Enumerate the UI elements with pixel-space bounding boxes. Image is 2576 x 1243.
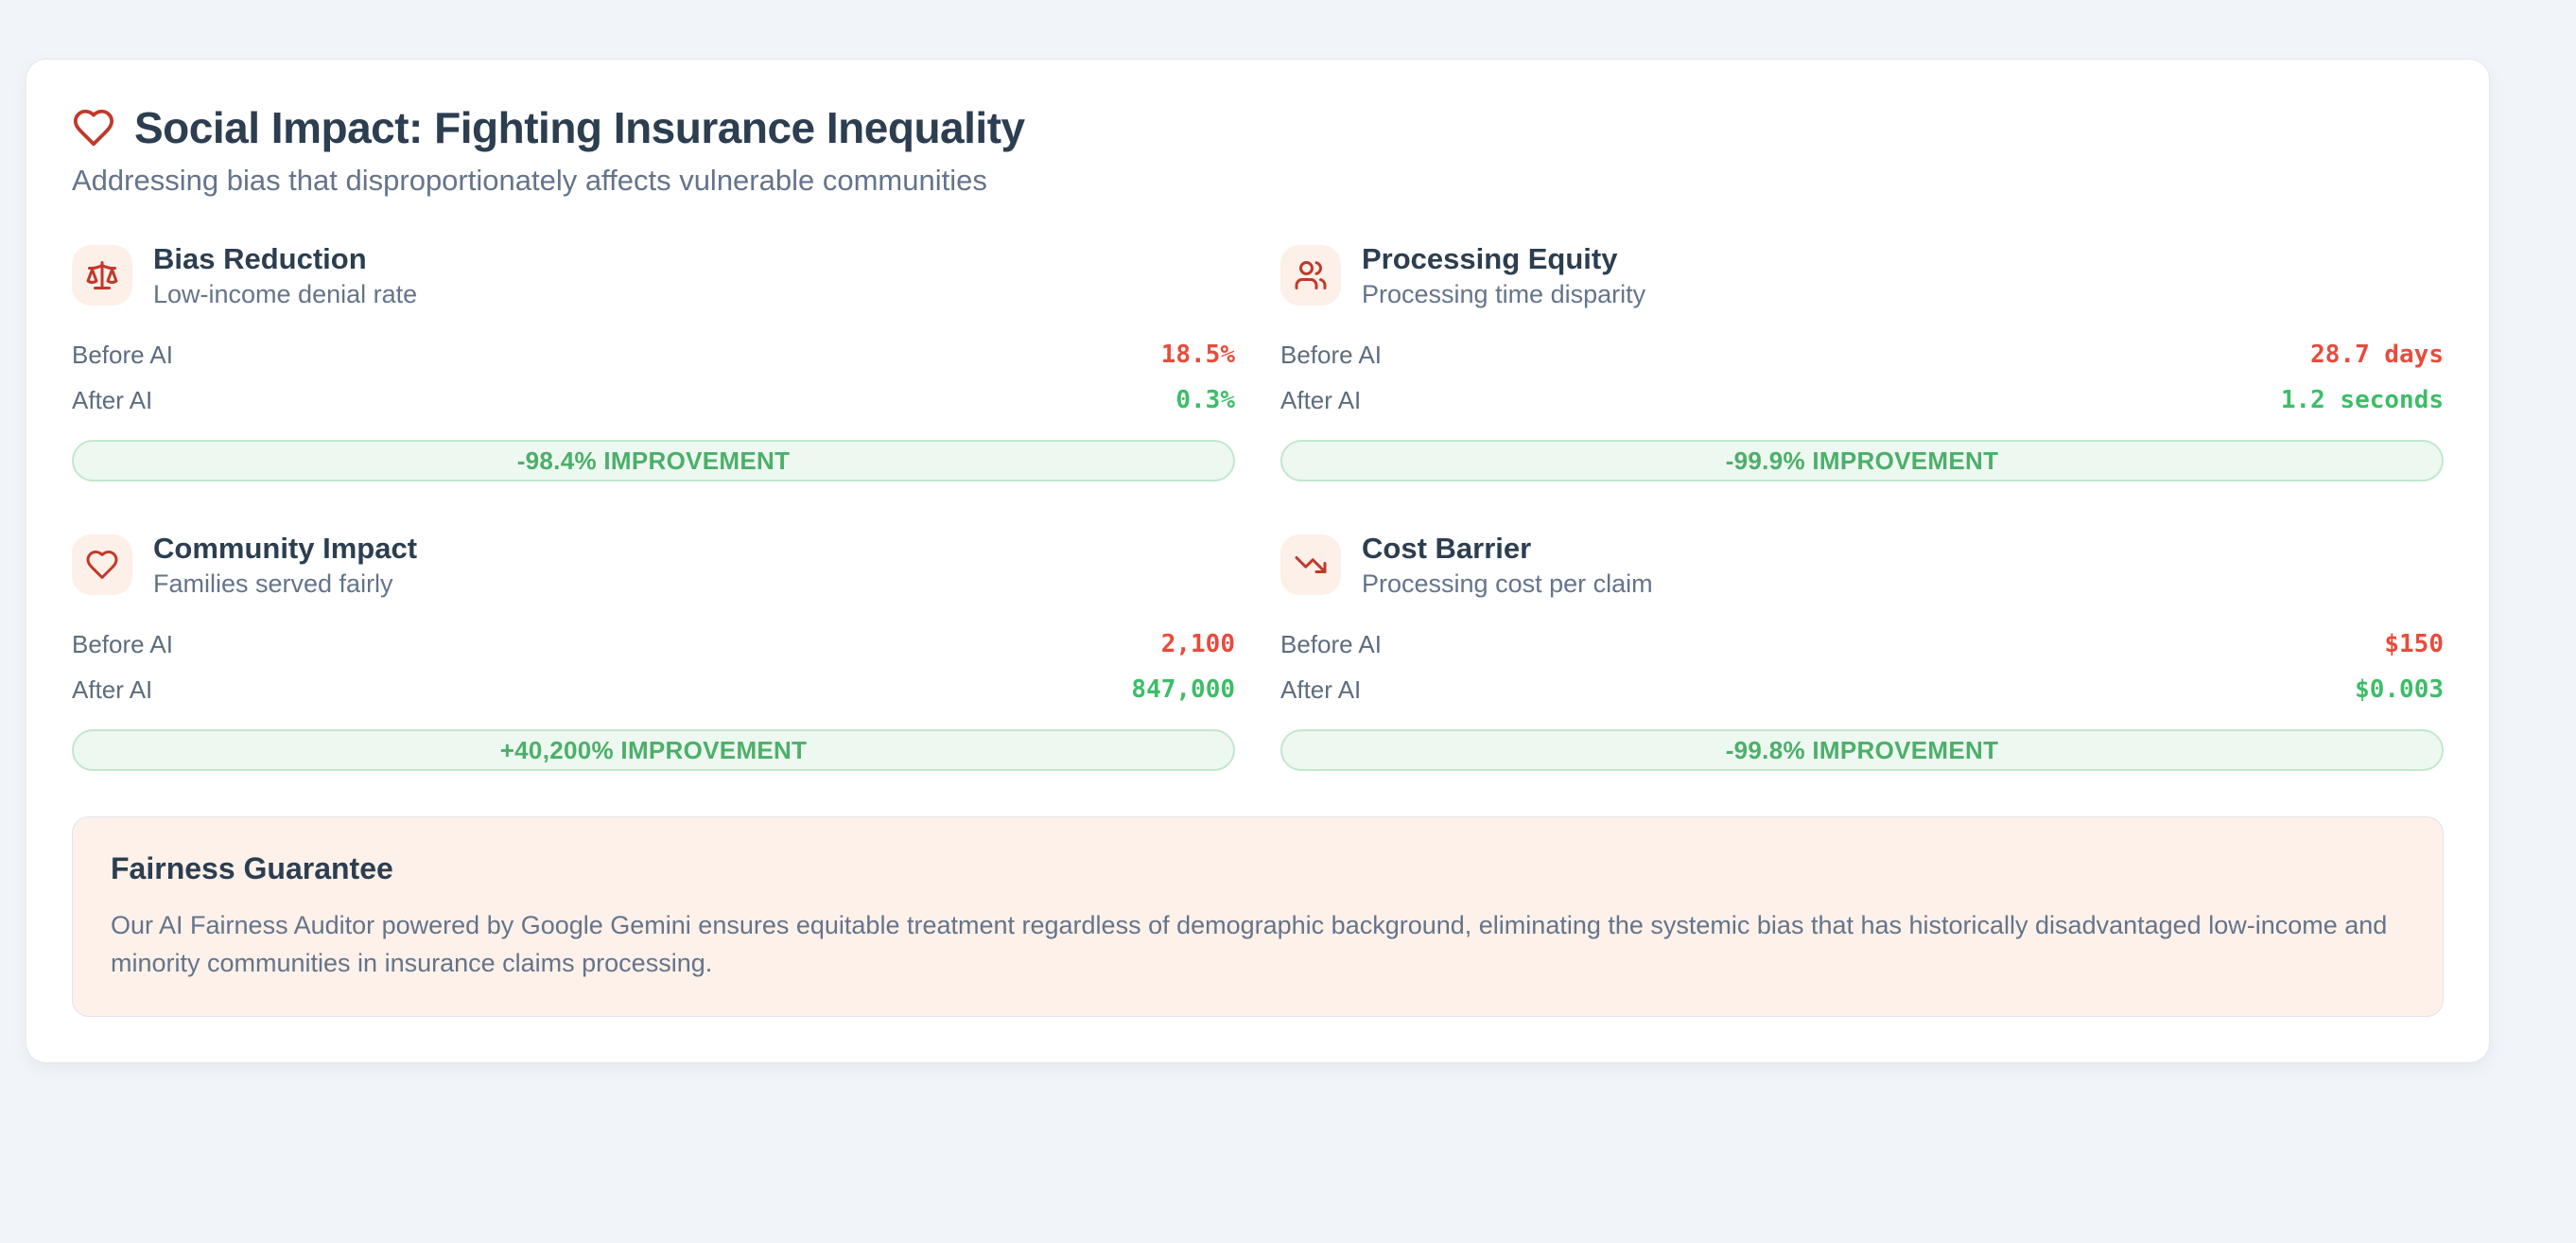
metric-icon-box [72,245,132,306]
heart-icon [85,548,119,582]
metric-card: Processing Equity Processing time dispar… [1280,241,2444,481]
after-ai-label: After AI [72,674,153,704]
metric-header-text: Processing Equity Processing time dispar… [1362,241,1645,309]
after-ai-row: After AI 847,000 [72,667,1235,712]
metric-header: Community Impact Families served fairly [72,531,1235,599]
metric-title: Cost Barrier [1362,532,1532,565]
metric-subtitle: Processing cost per claim [1362,569,1653,598]
metric-title: Community Impact [153,532,418,565]
before-ai-label: Before AI [72,340,173,369]
before-ai-label: Before AI [1280,340,1382,369]
metric-rows: Before AI 2,100 After AI 847,000 [72,622,1235,712]
improvement-badge: +40,200% IMPROVEMENT [72,729,1235,771]
metric-rows: Before AI $150 After AI $0.003 [1280,622,2444,712]
metric-icon-box [1280,245,1341,306]
after-ai-row: After AI 1.2 seconds [1280,377,2444,423]
fairness-body: Our AI Fairness Auditor powered by Googl… [111,911,2388,977]
before-ai-value: 28.7 days [2310,341,2444,369]
before-ai-value: 18.5% [1160,341,1235,369]
panel-header: Social Impact: Fighting Insurance Inequa… [72,101,2444,154]
after-ai-row: After AI 0.3% [72,377,1235,423]
before-ai-label: Before AI [72,629,173,658]
metric-subtitle: Families served fairly [153,569,393,598]
after-ai-value: $0.003 [2355,675,2444,704]
metrics-grid: Bias Reduction Low-income denial rate Be… [72,241,2444,771]
after-ai-value: 1.2 seconds [2280,386,2444,414]
metric-title: Processing Equity [1362,242,1618,275]
metric-header: Processing Equity Processing time dispar… [1280,241,2444,309]
after-ai-row: After AI $0.003 [1280,667,2444,712]
before-ai-row: Before AI $150 [1280,622,2444,667]
before-ai-row: Before AI 28.7 days [1280,332,2444,377]
trending-down-icon [1294,548,1328,582]
metric-icon-box [72,534,132,595]
page-subtitle: Addressing bias that disproportionately … [72,164,987,197]
metric-card: Cost Barrier Processing cost per claim B… [1280,531,2444,771]
metric-subtitle: Processing time disparity [1362,280,1646,308]
improvement-badge: -98.4% IMPROVEMENT [72,440,1235,481]
fairness-title: Fairness Guarantee [111,851,393,885]
social-impact-panel: Social Impact: Fighting Insurance Inequa… [26,59,2490,1063]
metric-header-text: Community Impact Families served fairly [153,531,417,599]
metric-rows: Before AI 28.7 days After AI 1.2 seconds [1280,332,2444,423]
metric-title: Bias Reduction [153,242,367,275]
before-ai-value: 2,100 [1160,630,1235,658]
metric-card: Community Impact Families served fairly … [72,531,1235,771]
scales-icon [85,258,119,292]
before-ai-value: $150 [2384,630,2444,658]
after-ai-label: After AI [72,385,153,414]
metric-header: Cost Barrier Processing cost per claim [1280,531,2444,599]
before-ai-row: Before AI 18.5% [72,332,1235,377]
metric-icon-box [1280,534,1341,595]
metric-header: Bias Reduction Low-income denial rate [72,241,1235,309]
metric-subtitle: Low-income denial rate [153,280,418,308]
heart-icon [72,106,115,149]
metric-header-text: Bias Reduction Low-income denial rate [153,241,417,309]
before-ai-row: Before AI 2,100 [72,622,1235,667]
after-ai-value: 0.3% [1175,386,1235,414]
page-title: Social Impact: Fighting Insurance Inequa… [134,103,1025,152]
improvement-badge: -99.9% IMPROVEMENT [1280,440,2444,481]
users-icon [1294,258,1328,292]
metric-rows: Before AI 18.5% After AI 0.3% [72,332,1235,423]
metric-header-text: Cost Barrier Processing cost per claim [1362,531,1653,599]
after-ai-value: 847,000 [1131,675,1235,704]
metric-card: Bias Reduction Low-income denial rate Be… [72,241,1235,481]
before-ai-label: Before AI [1280,629,1382,658]
after-ai-label: After AI [1280,385,1362,414]
after-ai-label: After AI [1280,674,1362,704]
improvement-badge: -99.8% IMPROVEMENT [1280,729,2444,771]
fairness-guarantee-box: Fairness Guarantee Our AI Fairness Audit… [72,816,2444,1017]
